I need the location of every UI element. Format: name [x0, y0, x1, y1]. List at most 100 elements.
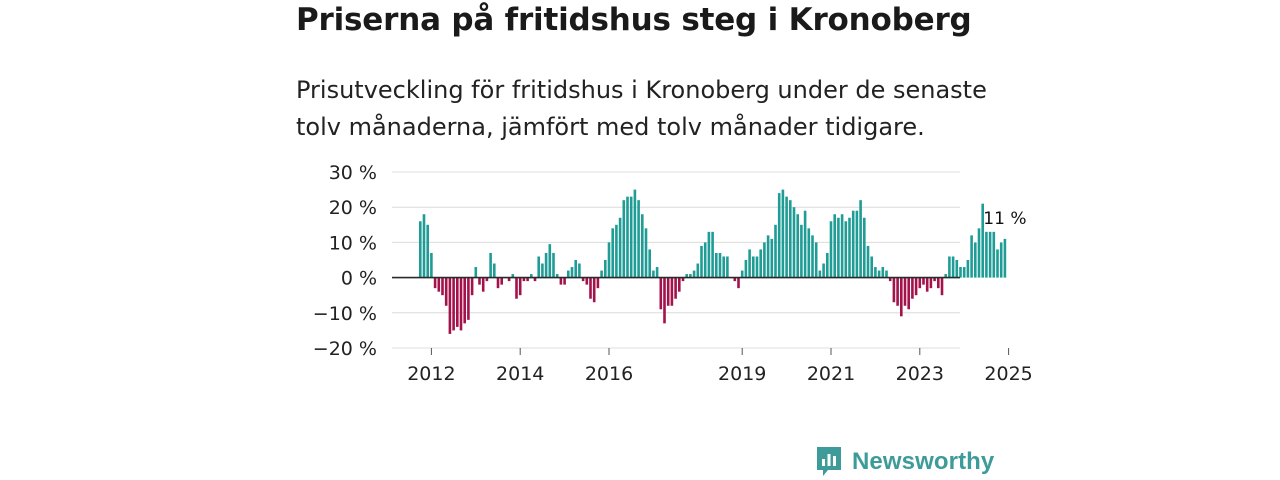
bar: [478, 277, 481, 285]
bar: [1003, 238, 1007, 278]
bar: [618, 217, 622, 278]
bar: [622, 200, 626, 278]
y-tick-label: 0 %: [341, 268, 377, 290]
bar: [911, 277, 914, 299]
bar: [692, 270, 696, 278]
bar: [611, 228, 614, 278]
bar: [744, 260, 748, 278]
y-tick-label: −20 %: [313, 338, 377, 360]
bar: [766, 235, 770, 278]
bar: [426, 224, 429, 278]
bar: [851, 210, 855, 278]
bar: [666, 277, 670, 306]
x-tick-label: 2014: [496, 363, 544, 385]
bar: [996, 249, 999, 278]
bar: [533, 277, 537, 282]
bar: [992, 231, 996, 278]
bar: [681, 277, 685, 282]
bar: [722, 256, 725, 278]
bar: [689, 274, 692, 278]
bar: [796, 214, 799, 278]
bar: [552, 252, 555, 278]
bar: [755, 256, 759, 278]
bar: [955, 260, 959, 278]
bar: [470, 277, 474, 296]
bar: [777, 193, 781, 278]
bar: [515, 277, 518, 299]
bar: [914, 277, 918, 296]
bar: [711, 231, 714, 278]
bar: [607, 242, 611, 278]
bar: [685, 274, 688, 278]
bar: [641, 214, 644, 278]
bar: [737, 277, 740, 289]
bar: [703, 242, 707, 278]
bar: [881, 267, 885, 278]
bar: [885, 270, 888, 278]
bar: [715, 252, 718, 278]
bar: [907, 277, 910, 310]
bar: [759, 249, 762, 278]
bar: [507, 277, 511, 282]
bar: [718, 252, 722, 278]
bar: [626, 196, 629, 278]
bar: [655, 267, 659, 278]
bar: [581, 277, 585, 282]
bar: [877, 270, 881, 278]
bar: [522, 277, 526, 282]
bar: [833, 214, 836, 278]
bar: [430, 252, 433, 278]
bar: [663, 277, 666, 324]
bar: [474, 267, 478, 278]
bar: [807, 228, 811, 278]
bar: [929, 277, 933, 289]
bar: [496, 277, 500, 289]
bar: [452, 277, 455, 331]
y-tick-label: −10 %: [313, 303, 377, 325]
bar: [648, 249, 651, 278]
bar: [844, 221, 848, 278]
bar: [948, 256, 951, 278]
bar: [944, 274, 947, 278]
newsworthy-logo-icon: [817, 447, 841, 476]
bar: [511, 274, 515, 278]
bar: [970, 235, 973, 278]
bar: [633, 189, 637, 278]
bar: [800, 224, 803, 278]
y-axis: 30 % 20 % 10 % 0 % −10 % −20 %: [313, 162, 377, 360]
bar: [604, 260, 607, 278]
bar: [555, 274, 559, 278]
bar: [422, 214, 426, 278]
bar: [563, 277, 566, 285]
bar: [937, 277, 940, 289]
bar: [570, 267, 574, 278]
bar: [918, 277, 922, 289]
chart-subtitle: Prisutveckling för fritidshus i Kronober…: [296, 76, 987, 141]
bar: [822, 263, 825, 278]
bar: [814, 242, 818, 278]
bar: [585, 277, 589, 285]
bar: [763, 242, 766, 278]
bar: [467, 277, 470, 320]
bar: [485, 277, 489, 282]
bar: [951, 256, 955, 278]
bar: [700, 245, 703, 278]
bar: [874, 267, 877, 278]
bar: [419, 221, 422, 278]
bar: [774, 224, 777, 278]
bar: [441, 277, 444, 296]
bar: [433, 277, 437, 289]
bar: [500, 277, 503, 285]
bar: [974, 242, 977, 278]
bar: [518, 277, 522, 296]
bar: [578, 263, 581, 278]
x-axis: 2012 2014 2016 2019 2021 2023 2025: [407, 348, 1033, 385]
last-value-label: 11 %: [983, 209, 1026, 229]
bar: [962, 267, 966, 278]
bar: [925, 277, 929, 292]
x-tick-label: 2012: [407, 363, 455, 385]
bar: [770, 238, 774, 278]
bar: [785, 196, 788, 278]
bar: [940, 277, 944, 296]
